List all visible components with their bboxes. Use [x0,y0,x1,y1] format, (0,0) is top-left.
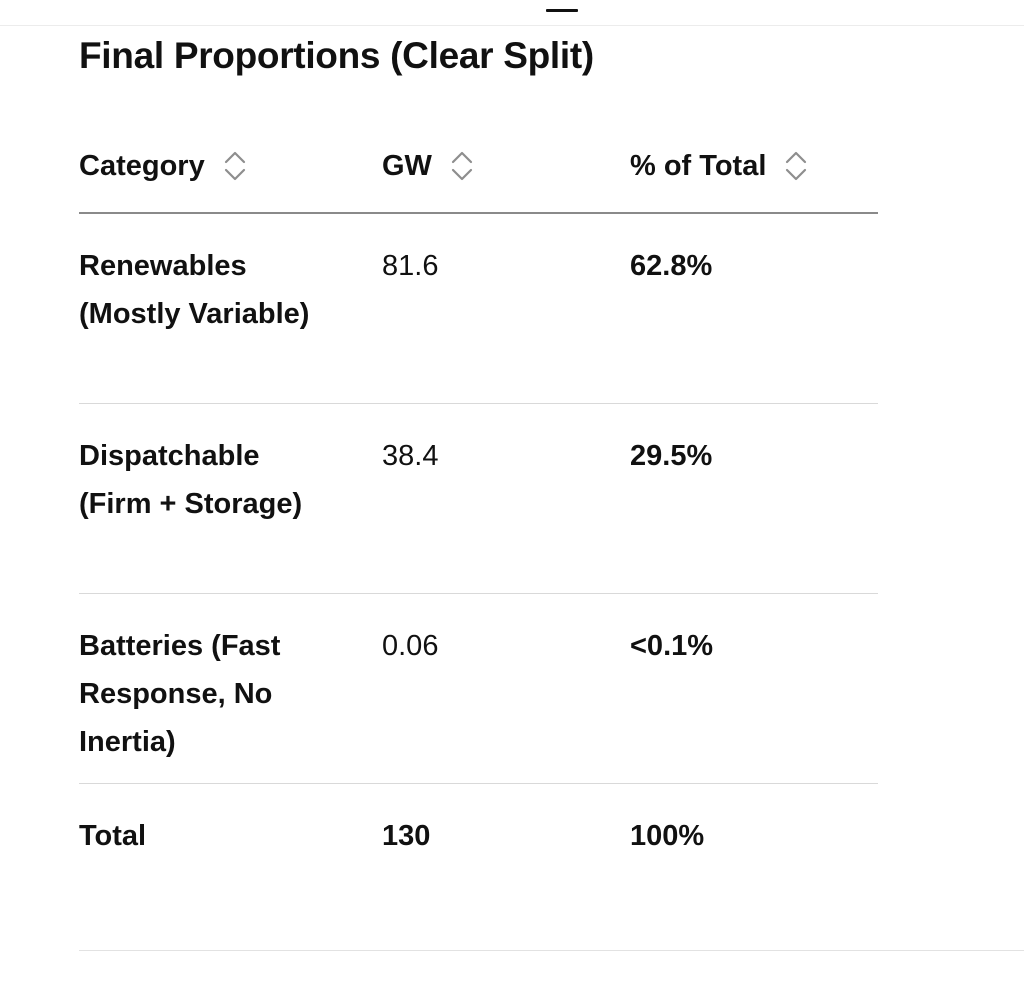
gw-cell: 81.6 [382,250,439,282]
gw-cell: 130 [382,820,431,852]
table-row: Dispatchable (Firm + Storage) 38.4 29.5% [79,404,878,594]
column-header-label: % of Total [630,150,767,182]
category-cell: Total [79,820,147,852]
column-header-gw[interactable]: GW [382,148,474,184]
category-cell: Batteries (Fast Response, No Inertia) [79,630,281,758]
percent-cell: <0.1% [630,630,714,662]
column-header-category[interactable]: Category [79,148,247,184]
gw-cell: 38.4 [382,440,439,472]
sort-icon[interactable] [450,149,474,183]
column-header-label: GW [382,150,432,182]
bottom-divider [79,950,1024,951]
table-header: Category GW % of Total [79,128,878,214]
page-title: Final Proportions (Clear Split) [79,35,594,76]
drag-handle[interactable] [546,9,578,12]
sort-icon[interactable] [784,149,808,183]
percent-cell: 62.8% [630,250,713,282]
category-cell: Renewables (Mostly Variable) [79,250,310,330]
column-header-label: Category [79,150,205,182]
gw-cell: 0.06 [382,630,439,662]
column-header-percent[interactable]: % of Total [630,148,808,184]
sort-icon[interactable] [223,149,247,183]
table-row: Renewables (Mostly Variable) 81.6 62.8% [79,214,878,404]
category-cell: Dispatchable (Firm + Storage) [79,440,303,520]
table-total-row: Total 130 100% [79,784,878,904]
table-row: Batteries (Fast Response, No Inertia) 0.… [79,594,878,784]
proportions-table: Category GW % of Total Renewables (Mostl… [79,128,878,904]
percent-cell: 29.5% [630,440,713,472]
percent-cell: 100% [630,820,705,852]
top-divider [0,25,1024,26]
